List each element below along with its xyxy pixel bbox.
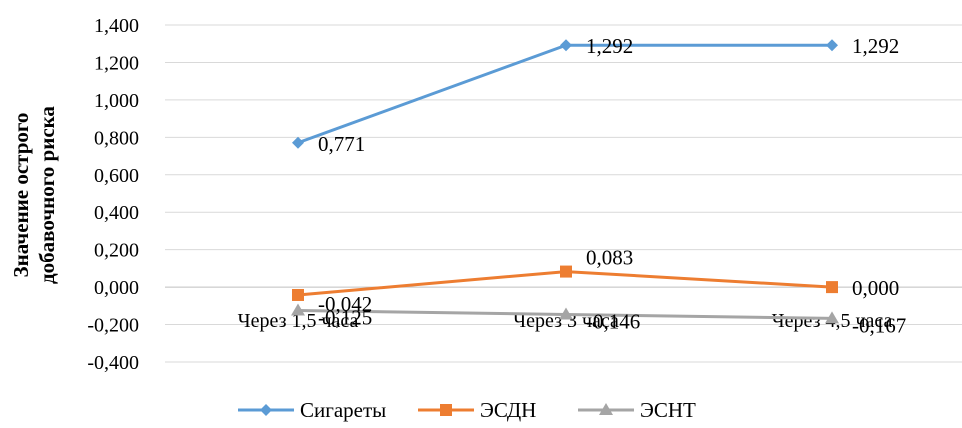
data-label: 0,083 (586, 246, 633, 270)
data-label: 0,000 (852, 276, 899, 300)
y-tick-label: 1,200 (94, 52, 139, 74)
y-axis-title: Значение острого добавочного риска (9, 106, 59, 284)
y-axis-title-line: Значение острого (9, 113, 33, 278)
legend-marker (260, 404, 272, 416)
x-tick-label: Через 1,5 часа (238, 310, 359, 332)
y-tick-label: 0,000 (94, 277, 139, 299)
y-tick-label: 1,000 (94, 90, 139, 112)
y-tick-label: 1,400 (94, 15, 139, 37)
data-point (826, 281, 838, 294)
y-tick-label: 0,200 (94, 240, 139, 262)
legend-label: Сигареты (300, 398, 386, 422)
data-label: 0,771 (318, 132, 365, 156)
y-tick-label: -0,400 (87, 352, 139, 374)
data-point (559, 307, 573, 320)
data-label: 1,292 (852, 34, 899, 58)
data-point (826, 39, 838, 52)
y-axis-title-line: добавочного риска (35, 106, 59, 284)
data-point (292, 136, 304, 149)
data-label: 1,292 (586, 34, 633, 58)
data-label: -0,125 (318, 306, 372, 330)
legend-label: ЭСДН (480, 398, 536, 422)
data-point (560, 39, 572, 52)
legend-marker (440, 404, 452, 416)
legend: Сигареты ЭСДН ЭСНТ (238, 398, 696, 422)
data-label: -0,042 (318, 292, 372, 316)
y-tick-label: 0,400 (94, 202, 139, 224)
legend-label: ЭСНТ (640, 398, 696, 422)
y-tick-label: 0,800 (94, 127, 139, 149)
data-label: -0,146 (586, 309, 640, 333)
data-point (292, 288, 304, 301)
data-point (825, 311, 839, 324)
series (291, 39, 839, 324)
data-point (291, 303, 305, 316)
series-line (297, 43, 832, 145)
data-point (560, 265, 572, 278)
data-labels: 0,771 1,292 1,292 -0,042 0,083 0,000 -0,125 -0,… (318, 34, 906, 337)
y-tick-label: 0,600 (94, 165, 139, 187)
y-tick-label: -0,200 (87, 315, 139, 337)
data-label: -0,167 (852, 313, 906, 337)
legend-marker (599, 403, 613, 415)
